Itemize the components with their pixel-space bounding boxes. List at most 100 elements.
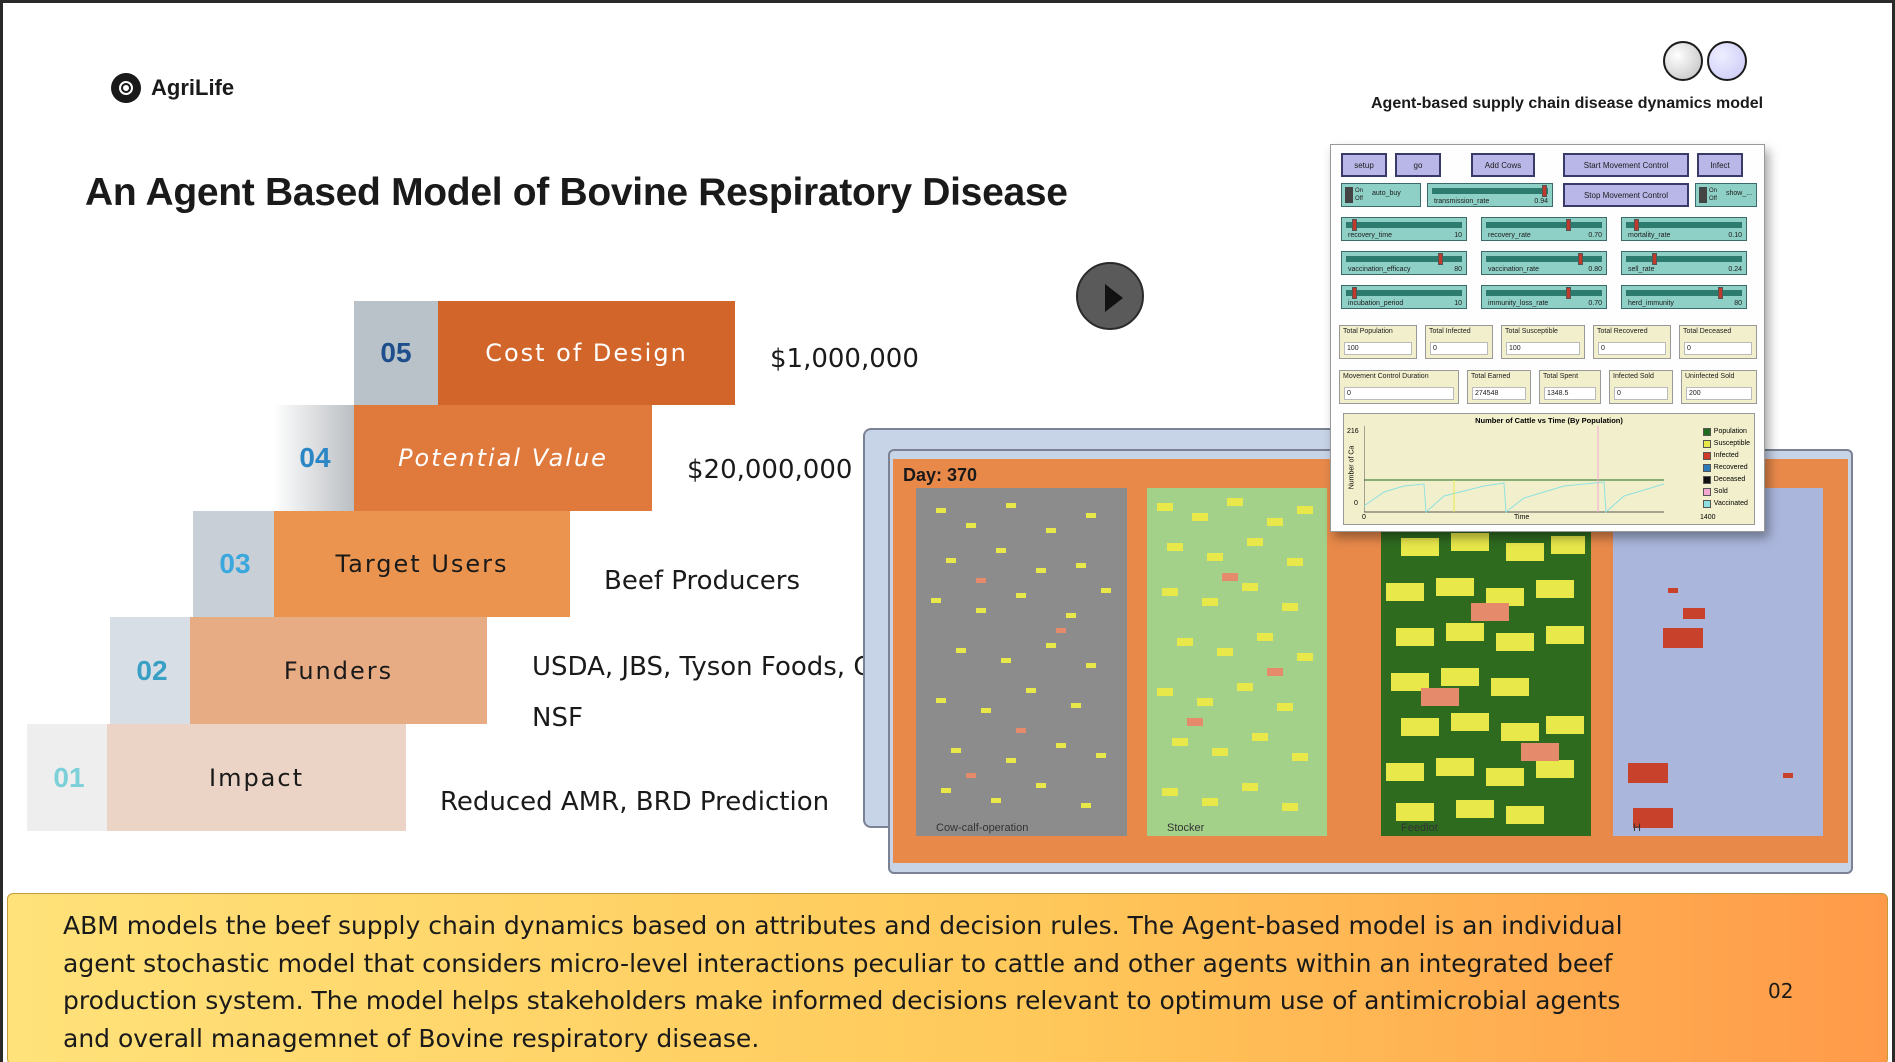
step-label-impact: Impact: [107, 724, 406, 831]
monitor-value: 200: [1686, 387, 1752, 400]
total-susceptible-monitor: Total Susceptible 100: [1501, 325, 1585, 359]
plot-area: [1364, 426, 1664, 514]
slider-value: 0.94: [1534, 198, 1548, 205]
slider-label: incubation_period: [1348, 300, 1404, 307]
transmission-rate-slider[interactable]: transmission_rate 0.94: [1427, 183, 1553, 207]
toggle-label: show_...: [1726, 190, 1753, 197]
legend-item: Infected: [1713, 452, 1739, 459]
plot-ymin: 0: [1354, 500, 1358, 507]
monitor-label: Total Earned: [1471, 373, 1511, 380]
slider-label: immunity_loss_rate: [1488, 300, 1549, 307]
brand-logo: AgriLife: [111, 73, 234, 103]
monitor-label: Uninfected Sold: [1685, 373, 1735, 380]
step-number-05: 05: [354, 301, 438, 405]
pen-feedlot: Feedlot: [1381, 488, 1591, 836]
slider-value: 80: [1454, 266, 1462, 273]
infected-sold-monitor: Infected Sold 0: [1609, 370, 1673, 404]
plot-ylabel: Number of Ca: [1348, 445, 1356, 490]
uninfected-sold-monitor: Uninfected Sold 200: [1681, 370, 1757, 404]
monitor-value: 100: [1344, 342, 1412, 355]
incubation-period-slider[interactable]: incubation_period 10: [1341, 285, 1467, 309]
auto-buy-toggle[interactable]: On Off auto_buy: [1341, 183, 1421, 207]
step-label-target-users: Target Users: [274, 511, 570, 617]
pen-stocker: Stocker: [1147, 488, 1327, 836]
step-number-02: 02: [110, 617, 194, 724]
model-caption: Agent-based supply chain disease dynamic…: [1371, 95, 1764, 112]
vaccination-efficacy-slider[interactable]: vaccination_efficacy 80: [1341, 251, 1467, 275]
step-value-impact: Reduced AMR, BRD Prediction: [440, 787, 830, 817]
slider-value: 80: [1734, 300, 1742, 307]
logo-target-icon: [111, 73, 141, 103]
monitor-label: Total Deceased: [1683, 328, 1732, 335]
vaccination-rate-slider[interactable]: vaccination_rate 0.80: [1481, 251, 1607, 275]
plot-xmin: 0: [1362, 514, 1366, 521]
show-toggle[interactable]: On Off show_...: [1695, 183, 1757, 207]
recovery-rate-slider[interactable]: recovery_rate 0.70: [1481, 217, 1607, 241]
pen-cow-calf: Cow-calf-operation: [916, 488, 1127, 836]
step-value-cost: $1,000,000: [770, 344, 919, 374]
slider-value: 10: [1454, 232, 1462, 239]
slider-label: herd_immunity: [1628, 300, 1674, 307]
step-value-potential: $20,000,000: [687, 455, 853, 485]
immunity-loss-rate-slider[interactable]: immunity_loss_rate 0.70: [1481, 285, 1607, 309]
legend-item: Vaccinated: [1713, 500, 1748, 507]
slide: AgriLife Agent-based supply chain diseas…: [3, 3, 1892, 1062]
legend-item: Deceased: [1713, 476, 1746, 483]
toggle-state: On Off: [1355, 188, 1364, 202]
model-control-panel: setup go Add Cows Start Movement Control…: [1330, 144, 1765, 532]
slider-value: 0.70: [1588, 232, 1602, 239]
toggle-switch-icon: [1699, 187, 1707, 203]
monitor-value: 100: [1506, 342, 1580, 355]
monitor-value: 0: [1598, 342, 1666, 355]
herd-immunity-slider[interactable]: herd_immunity 80: [1621, 285, 1747, 309]
plot-legend: Population Susceptible Infected Recovere…: [1702, 426, 1750, 510]
pen-label-feedlot: Feedlot: [1401, 822, 1438, 834]
step-label-cost-of-design: Cost of Design: [438, 301, 735, 405]
sell-rate-slider[interactable]: sell_rate 0.24: [1621, 251, 1747, 275]
plot-title: Number of Cattle vs Time (By Population): [1475, 416, 1623, 425]
pen-hospital: H: [1613, 488, 1823, 836]
total-spent-monitor: Total Spent 1348.5: [1539, 370, 1601, 404]
monitor-label: Infected Sold: [1613, 373, 1654, 380]
monitor-label: Total Spent: [1543, 373, 1579, 380]
slider-value: 0.70: [1588, 300, 1602, 307]
total-infected-monitor: Total Infected 0: [1425, 325, 1493, 359]
legend-item: Susceptible: [1713, 440, 1750, 447]
legend-item: Recovered: [1713, 464, 1748, 471]
step-number-03: 03: [193, 511, 277, 617]
lavender-circle-icon: [1707, 41, 1747, 81]
go-button[interactable]: go: [1395, 153, 1441, 177]
step-number-01: 01: [27, 724, 111, 831]
toggle-state: On Off: [1709, 188, 1718, 202]
plot-xlabel: Time: [1514, 514, 1530, 521]
setup-button[interactable]: setup: [1341, 153, 1387, 177]
monitor-value: 0: [1684, 342, 1752, 355]
total-earned-monitor: Total Earned 274548: [1467, 370, 1531, 404]
step-label-potential-value: Potential Value: [354, 405, 652, 511]
recovery-time-slider[interactable]: recovery_time 10: [1341, 217, 1467, 241]
decorative-circles: [1663, 41, 1747, 81]
feedlot-herd: [1386, 493, 1585, 824]
play-button[interactable]: [1076, 262, 1144, 330]
start-movement-control-button[interactable]: Start Movement Control: [1563, 153, 1689, 177]
monitor-value: 0: [1614, 387, 1668, 400]
mortality-rate-slider[interactable]: mortality_rate 0.10: [1621, 217, 1747, 241]
stop-movement-control-button[interactable]: Stop Movement Control: [1563, 183, 1689, 207]
page-number: 02: [1768, 979, 1794, 1003]
monitor-value: 1348.5: [1544, 387, 1596, 400]
monitor-value: 0: [1430, 342, 1488, 355]
step-value-funders-line2: NSF: [532, 703, 583, 733]
total-population-monitor: Total Population 100: [1339, 325, 1417, 359]
stocker-herd: [1157, 498, 1313, 811]
infect-button[interactable]: Infect: [1697, 153, 1743, 177]
monitor-label: Total Susceptible: [1505, 328, 1558, 335]
monitor-label: Movement Control Duration: [1343, 373, 1429, 380]
monitor-label: Total Recovered: [1597, 328, 1648, 335]
pen-label-hospital: H: [1633, 822, 1641, 834]
add-cows-button[interactable]: Add Cows: [1471, 153, 1535, 177]
slider-label: sell_rate: [1628, 266, 1655, 273]
legend-item: Population: [1713, 428, 1747, 435]
movement-control-duration-monitor: Movement Control Duration 0: [1339, 370, 1459, 404]
slider-label: recovery_time: [1348, 232, 1392, 239]
description-text: ABM models the beef supply chain dynamic…: [63, 911, 1623, 1053]
